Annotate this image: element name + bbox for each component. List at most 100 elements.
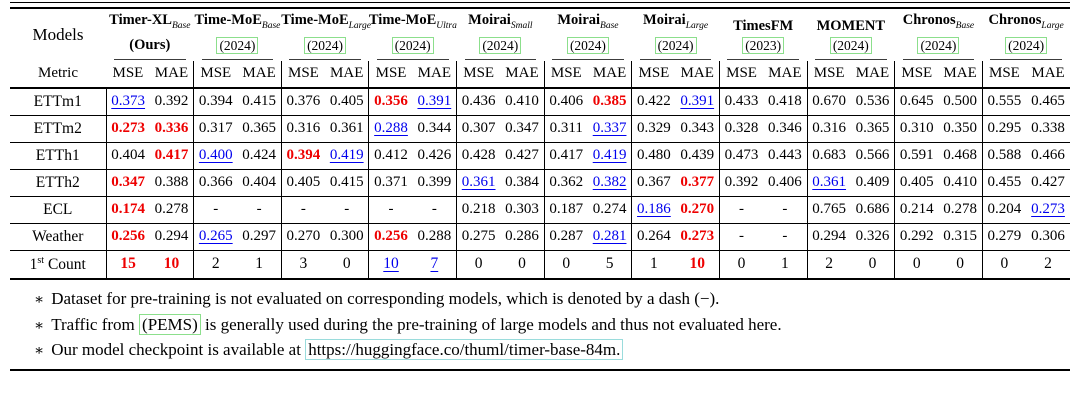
model-size-subscript: Base [171, 20, 191, 31]
metric-value: 0.287 [543, 222, 588, 251]
citation-year-link[interactable]: (2024) [391, 36, 434, 54]
citation-year-link[interactable]: (2024) [566, 36, 609, 54]
citation-year-link[interactable]: (2024) [1005, 36, 1048, 54]
metric-header-mse: MSE [456, 60, 501, 89]
metric-value: - [763, 195, 807, 224]
metric-value: 0.288 [412, 222, 457, 251]
metric-value: 0.427 [500, 141, 545, 170]
row-label: ETTh1 [10, 141, 106, 170]
row-label: Weather [10, 222, 106, 251]
metric-value: 0.591 [894, 141, 939, 170]
model-name: MoiraiBase [544, 12, 632, 35]
metric-value: 0.279 [981, 222, 1027, 251]
metric-value: 0.588 [981, 141, 1027, 170]
metric-value: 0.204 [981, 195, 1027, 224]
column-group-rule [639, 58, 712, 60]
pems-citation-link[interactable]: (PEMS) [139, 313, 201, 335]
table-row: ETTh1 0.404 0.417 0.400 0.424 0.394 0.419 0.412… [10, 141, 1070, 170]
column-group-rule [464, 58, 537, 60]
metric-value: 0.275 [456, 222, 501, 251]
metric-value: 0 [850, 249, 895, 281]
metric-value: 0.347 [105, 168, 150, 197]
model-column-header: MoiraiLarge (2024) [632, 8, 720, 61]
metric-value: 0.365 [237, 114, 282, 143]
metric-value: 0.406 [543, 87, 588, 116]
citation-year-link[interactable]: (2024) [654, 36, 697, 54]
model-name-text: Chronos [902, 12, 956, 28]
citation-year-link[interactable]: (2024) [304, 36, 347, 54]
metric-value: 0.399 [412, 168, 457, 197]
metric-header-mae: MAE [1026, 60, 1070, 89]
table-bottom-rule [10, 368, 1070, 371]
column-group-rule [552, 58, 624, 60]
metric-header-mae: MAE [412, 60, 457, 89]
footnote-text: Traffic from [51, 314, 140, 334]
metric-value: 0.424 [237, 141, 282, 170]
metric-value: 2 [806, 249, 851, 281]
metric-value: 0.278 [938, 195, 983, 224]
citation-year-link[interactable]: (2024) [917, 36, 960, 54]
metric-value: 0.256 [368, 222, 413, 251]
metric-label: Metric [10, 60, 106, 89]
model-name-text: MOMENT [816, 17, 886, 34]
metric-value: 0.555 [981, 87, 1027, 116]
metric-value: 0.317 [193, 114, 238, 143]
first-count-row: 1st Count 15 10 2 1 3 0 10 7 0 0 0 5 1 10 0 1 2 0 0 0 0 2 [10, 249, 1070, 281]
metric-value: 0.186 [631, 195, 676, 224]
footnote-asterisk: ∗ [34, 292, 45, 309]
metric-value: - [718, 195, 764, 224]
model-size-subscript: Large [1041, 20, 1064, 31]
citation-year-link[interactable]: (2024) [216, 36, 259, 54]
row-label: ECL [10, 195, 106, 224]
metric-value: 0.670 [806, 87, 851, 116]
metric-value: 0.392 [149, 87, 194, 116]
citation-year-link[interactable]: (2024) [479, 36, 522, 54]
metric-value: 0.273 [1026, 195, 1070, 224]
model-name-text: Chronos [988, 12, 1042, 28]
table-row: ETTm2 0.273 0.336 0.317 0.365 0.316 0.361 0.288… [10, 114, 1070, 143]
metric-header-mae: MAE [763, 60, 807, 89]
table-top-rule [10, 2, 1070, 3]
metric-value: 0.326 [850, 222, 895, 251]
model-name: Time-MoEUltra [369, 12, 457, 35]
metric-value: 0.394 [193, 87, 238, 116]
model-size-subscript: Ultra [436, 20, 457, 31]
footnote-text: is generally used during the pre-trainin… [200, 314, 782, 334]
citation-year-link[interactable]: (2023) [742, 36, 785, 54]
table-row: ECL 0.174 0.278- - - - - -0.218 0.303 0.187 0.274 0… [10, 195, 1070, 224]
metric-value: 0.419 [587, 141, 632, 170]
count-label-number: 1 [29, 256, 38, 274]
model-name-text: Moirai [643, 12, 686, 28]
metric-header-mae: MAE [938, 60, 983, 89]
metric-value: 0.273 [105, 114, 150, 143]
metric-value: 0.365 [850, 114, 895, 143]
metric-value: 0.273 [675, 222, 720, 251]
metric-value: 0.329 [631, 114, 676, 143]
model-year: (2024) [632, 36, 720, 54]
model-year: (2024) [982, 36, 1070, 54]
metric-value: 0.683 [806, 141, 851, 170]
metric-header-mse: MSE [193, 60, 238, 89]
model-name-text: Time-MoE [281, 12, 349, 28]
metric-value: - [718, 222, 764, 251]
metric-value: 0.270 [280, 222, 326, 251]
metric-value: 0.371 [368, 168, 413, 197]
metric-value: 0.500 [938, 87, 983, 116]
model-size-subscript: Base [261, 20, 281, 31]
metric-value: 0.311 [543, 114, 588, 143]
metric-value: 0.278 [149, 195, 194, 224]
metric-value: 0.433 [718, 87, 764, 116]
table-row: ETTh2 0.347 0.388 0.366 0.404 0.405 0.415 0.371… [10, 168, 1070, 197]
metric-value: 0.436 [456, 87, 501, 116]
table-row: ETTm1 0.373 0.392 0.394 0.415 0.376 0.405 0.356… [10, 87, 1070, 116]
column-group-rule [376, 58, 449, 60]
citation-year-link[interactable]: (2024) [829, 36, 872, 54]
metric-value: 0.303 [500, 195, 545, 224]
column-group-rule [815, 58, 887, 60]
metric-value: 0 [543, 249, 588, 281]
metric-header-row: Metric MSE MAE MSE MAE MSE MAE MSE MAE MSE MAE MSE… [10, 60, 1070, 89]
huggingface-checkpoint-link[interactable]: https://huggingface.co/thuml/timer-base-… [305, 339, 624, 361]
metric-header-mae: MAE [850, 60, 895, 89]
model-header-row: Models Timer-XLBase (Ours) Time-MoEBase (20… [10, 8, 1070, 61]
metric-value: 0.347 [500, 114, 545, 143]
